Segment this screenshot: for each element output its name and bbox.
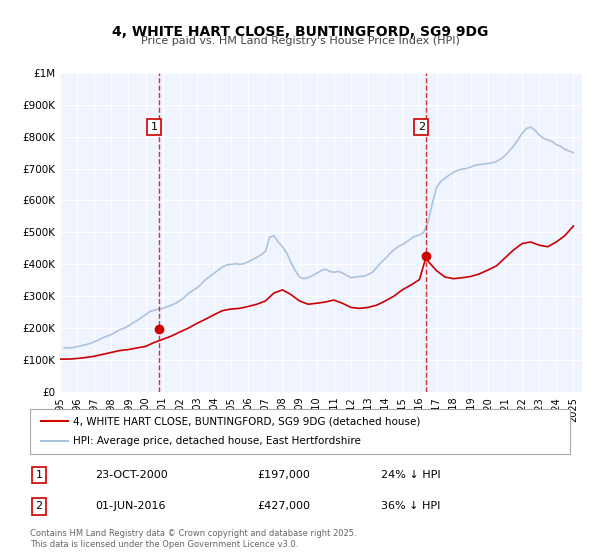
Text: £427,000: £427,000 — [257, 501, 310, 511]
Text: 36% ↓ HPI: 36% ↓ HPI — [381, 501, 440, 511]
Text: Price paid vs. HM Land Registry's House Price Index (HPI): Price paid vs. HM Land Registry's House … — [140, 36, 460, 46]
FancyBboxPatch shape — [30, 409, 570, 454]
Text: 23-OCT-2000: 23-OCT-2000 — [95, 470, 167, 480]
Text: 24% ↓ HPI: 24% ↓ HPI — [381, 470, 440, 480]
Text: Contains HM Land Registry data © Crown copyright and database right 2025.
This d: Contains HM Land Registry data © Crown c… — [30, 529, 356, 549]
Text: £197,000: £197,000 — [257, 470, 310, 480]
Text: 4, WHITE HART CLOSE, BUNTINGFORD, SG9 9DG: 4, WHITE HART CLOSE, BUNTINGFORD, SG9 9D… — [112, 25, 488, 39]
Text: 1: 1 — [35, 470, 43, 480]
Text: HPI: Average price, detached house, East Hertfordshire: HPI: Average price, detached house, East… — [73, 436, 361, 446]
Text: 2: 2 — [418, 122, 425, 132]
Text: 2: 2 — [35, 501, 43, 511]
Text: 1: 1 — [151, 122, 158, 132]
Text: 01-JUN-2016: 01-JUN-2016 — [95, 501, 166, 511]
Text: 4, WHITE HART CLOSE, BUNTINGFORD, SG9 9DG (detached house): 4, WHITE HART CLOSE, BUNTINGFORD, SG9 9D… — [73, 416, 421, 426]
